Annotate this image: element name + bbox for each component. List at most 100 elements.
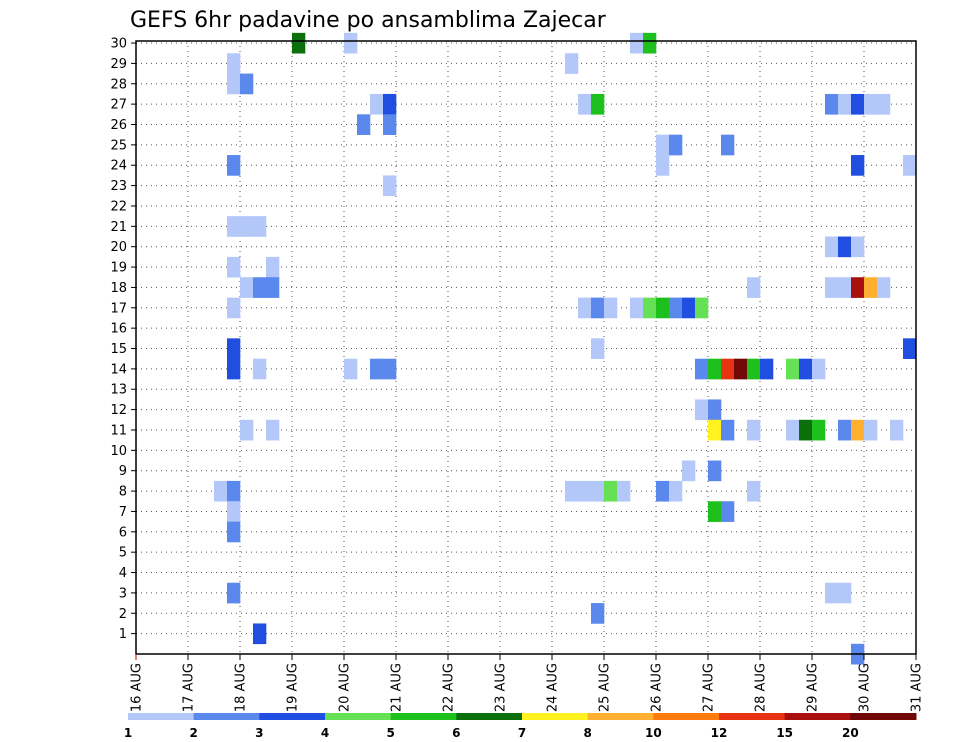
precip-cell <box>227 480 241 502</box>
precip-cell <box>708 419 722 441</box>
colorbar-label: 2 <box>189 726 197 740</box>
colorbar-segment <box>259 713 326 720</box>
plot-frame <box>135 40 917 655</box>
precip-cell <box>227 582 241 604</box>
colorbar-segment <box>325 713 392 720</box>
precip-cell <box>838 93 852 115</box>
precip-cell <box>253 623 267 645</box>
precip-cell <box>669 480 683 502</box>
precip-cell <box>851 277 865 298</box>
precip-cell <box>227 216 241 237</box>
precip-cell <box>227 358 241 380</box>
colorbar-segment <box>587 713 654 720</box>
precip-cell <box>825 236 839 258</box>
precip-cell <box>903 155 917 176</box>
y-tick-label: 1 <box>119 627 127 642</box>
x-tick-label: 29 AUG <box>806 663 821 712</box>
x-tick-label: 18 AUG <box>234 663 249 712</box>
y-tick-label: 29 <box>110 57 127 72</box>
precip-cell <box>708 501 722 522</box>
y-tick-label: 23 <box>110 179 127 194</box>
precip-cell <box>799 358 813 380</box>
y-tick-label: 9 <box>119 464 127 479</box>
precip-cell <box>747 419 761 441</box>
colorbar-segment <box>719 713 786 720</box>
y-tick-label: 10 <box>110 444 127 459</box>
precip-cell <box>838 419 852 441</box>
y-tick-label: 5 <box>119 546 127 561</box>
precip-cell <box>292 32 306 54</box>
y-tick-label: 19 <box>110 261 127 276</box>
colorbar-label: 12 <box>711 726 728 740</box>
precip-cell <box>214 480 228 502</box>
precip-cell <box>656 155 670 176</box>
y-tick-label: 6 <box>119 525 127 540</box>
y-tick-label: 12 <box>110 403 127 418</box>
colorbar-label: 6 <box>452 726 460 740</box>
precip-cell <box>695 358 709 380</box>
colorbar-segment <box>456 713 523 720</box>
precip-cell <box>630 32 644 54</box>
precip-cell <box>578 93 592 115</box>
precip-cell <box>227 256 241 278</box>
precip-cell <box>890 419 904 441</box>
y-tick-label: 30 <box>110 37 127 52</box>
precip-cell <box>227 521 241 543</box>
precip-cell <box>864 277 878 298</box>
y-tick-label: 15 <box>110 342 127 357</box>
y-tick-label: 13 <box>110 383 127 398</box>
colorbar-label: 3 <box>255 726 263 740</box>
precip-cell <box>617 480 631 502</box>
cells-layer <box>214 32 917 665</box>
colorbar-segment <box>522 713 589 720</box>
x-tick-label: 20 AUG <box>338 663 353 712</box>
x-tick-label: 24 AUG <box>546 663 561 712</box>
precip-cell <box>682 460 696 482</box>
y-tick-label: 16 <box>110 322 127 337</box>
colorbar-segment <box>784 713 851 720</box>
y-tick-label: 20 <box>110 240 127 255</box>
y-tick-label: 3 <box>119 586 127 601</box>
precip-cell <box>695 297 709 319</box>
x-tick-label: 28 AUG <box>754 663 769 712</box>
precip-cell <box>877 93 891 115</box>
colorbar-label: 20 <box>842 726 859 740</box>
x-tick-label: 26 AUG <box>650 663 665 712</box>
precip-cell <box>383 93 397 115</box>
precip-cell <box>721 419 735 441</box>
colorbar: 1 2 3 4 5 6 7 8 10 12 15 20 <box>124 713 917 740</box>
precip-cell <box>227 297 241 319</box>
precip-cell <box>383 175 397 197</box>
precip-cell <box>747 358 761 380</box>
y-tick-label: 8 <box>119 485 127 500</box>
precip-cell <box>656 480 670 502</box>
x-tick-label: 30 AUG <box>858 663 873 712</box>
precip-cell <box>734 358 748 380</box>
precip-cell <box>591 603 605 624</box>
precip-cell <box>708 399 722 421</box>
y-tick-label: 25 <box>110 138 127 153</box>
precip-cell <box>708 460 722 482</box>
y-tick-label: 22 <box>110 199 127 214</box>
precip-cell <box>669 134 683 156</box>
precip-cell <box>643 297 657 319</box>
precip-cell <box>240 73 254 95</box>
precip-cell <box>721 134 735 156</box>
y-tick-label: 11 <box>110 423 127 438</box>
precip-cell <box>721 358 735 380</box>
y-tick-label: 28 <box>110 77 127 92</box>
precip-cell <box>799 419 813 441</box>
grid-layer <box>135 41 917 654</box>
y-tick-label: 14 <box>110 362 127 377</box>
x-tick-label: 19 AUG <box>286 663 301 712</box>
x-axis-ticks: 16 AUG 17 AUG 18 AUG 19 AUG 20 AUG 21 AUG 22 A… <box>130 654 925 712</box>
precip-cell <box>903 338 917 360</box>
chart-title: GEFS 6hr padavine po ansamblima Zajecar <box>130 8 607 33</box>
precip-cell <box>227 155 241 176</box>
colorbar-label: 15 <box>776 726 793 740</box>
y-tick-label: 26 <box>110 118 127 133</box>
colorbar-label: 5 <box>386 726 394 740</box>
precip-cell <box>370 358 384 380</box>
precip-cell <box>240 419 254 441</box>
